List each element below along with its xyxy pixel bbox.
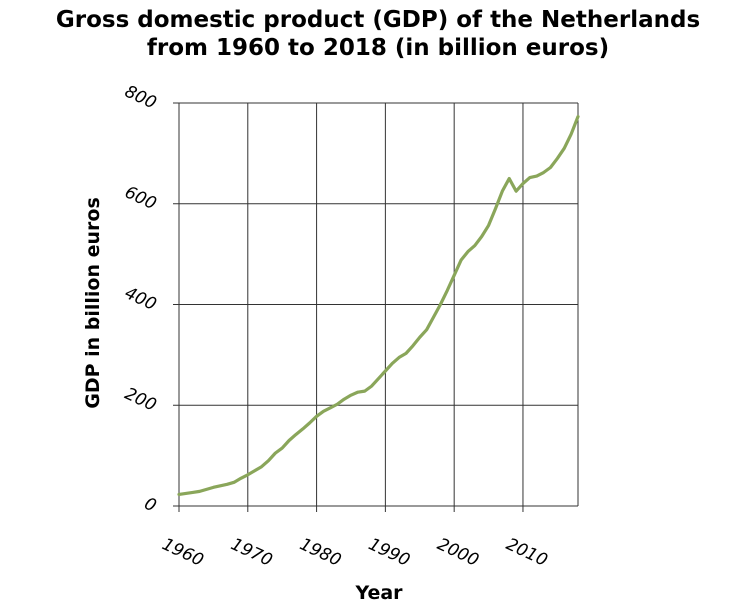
data-point — [247, 474, 249, 476]
data-point — [281, 447, 283, 449]
data-point — [260, 466, 262, 468]
data-point — [494, 208, 496, 210]
x-tick-label: 1980 — [296, 534, 344, 570]
chart-title-line-2: from 1960 to 2018 (in billion euros) — [146, 35, 610, 61]
data-point — [529, 176, 531, 178]
data-point — [563, 147, 565, 149]
data-point — [219, 485, 221, 487]
data-point — [419, 336, 421, 338]
x-axis-title: Year — [354, 582, 403, 604]
x-tick-label: 2000 — [434, 534, 482, 570]
data-point — [501, 190, 503, 192]
data-point — [425, 328, 427, 330]
y-tick-label: 0 — [141, 494, 159, 517]
data-point — [577, 115, 579, 117]
data-point — [185, 492, 187, 494]
data-point — [329, 407, 331, 409]
y-axis-title: GDP in billion euros — [82, 197, 104, 409]
data-point — [322, 410, 324, 412]
data-point — [480, 235, 482, 237]
data-point — [267, 459, 269, 461]
chart-title: Gross domestic product (GDP) of the Neth… — [0, 6, 756, 62]
data-point — [439, 303, 441, 305]
gdp-series-line — [177, 114, 580, 497]
data-point — [446, 289, 448, 291]
data-point — [295, 433, 297, 435]
x-tick-label: 1970 — [228, 534, 276, 570]
data-point — [370, 385, 372, 387]
data-point — [405, 352, 407, 354]
data-point — [487, 224, 489, 226]
data-point — [398, 356, 400, 358]
data-point — [364, 390, 366, 392]
data-point — [453, 274, 455, 276]
data-point — [205, 488, 207, 490]
data-point — [432, 316, 434, 318]
data-point — [377, 377, 379, 379]
chart-title-line-1: Gross domestic product (GDP) of the Neth… — [55, 7, 701, 33]
grid — [173, 102, 579, 512]
data-point — [467, 250, 469, 252]
data-point — [515, 190, 517, 192]
data-point — [178, 493, 180, 495]
data-point — [336, 403, 338, 405]
data-point — [288, 439, 290, 441]
data-point — [549, 166, 551, 168]
y-tick-label: 400 — [121, 283, 159, 315]
data-point — [212, 486, 214, 488]
data-point — [508, 177, 510, 179]
data-point — [198, 490, 200, 492]
y-tick-label: 800 — [121, 82, 159, 114]
data-point — [522, 182, 524, 184]
y-tick-label: 600 — [121, 182, 159, 214]
x-tick-label: 1960 — [159, 534, 207, 570]
data-point — [302, 428, 304, 430]
data-point — [192, 491, 194, 493]
data-point — [556, 157, 558, 159]
series — [177, 114, 580, 497]
data-point — [542, 171, 544, 173]
data-point — [226, 483, 228, 485]
data-point — [350, 394, 352, 396]
data-point — [274, 452, 276, 454]
data-point — [315, 415, 317, 417]
data-point — [240, 477, 242, 479]
data-point — [233, 481, 235, 483]
data-point — [357, 391, 359, 393]
data-point — [474, 244, 476, 246]
y-tick-label: 200 — [121, 384, 159, 416]
data-point — [536, 175, 538, 177]
data-point — [253, 470, 255, 472]
x-tick-label: 1990 — [365, 534, 413, 570]
data-point — [412, 345, 414, 347]
data-point — [460, 259, 462, 261]
data-point — [309, 422, 311, 424]
data-point — [384, 370, 386, 372]
data-point — [343, 398, 345, 400]
tick-labels: 0 200 400 600 800 1960 1970 1980 1990 2000 2010 — [121, 82, 550, 571]
data-point — [391, 362, 393, 364]
data-point — [570, 133, 572, 135]
x-tick-label: 2010 — [503, 534, 551, 570]
